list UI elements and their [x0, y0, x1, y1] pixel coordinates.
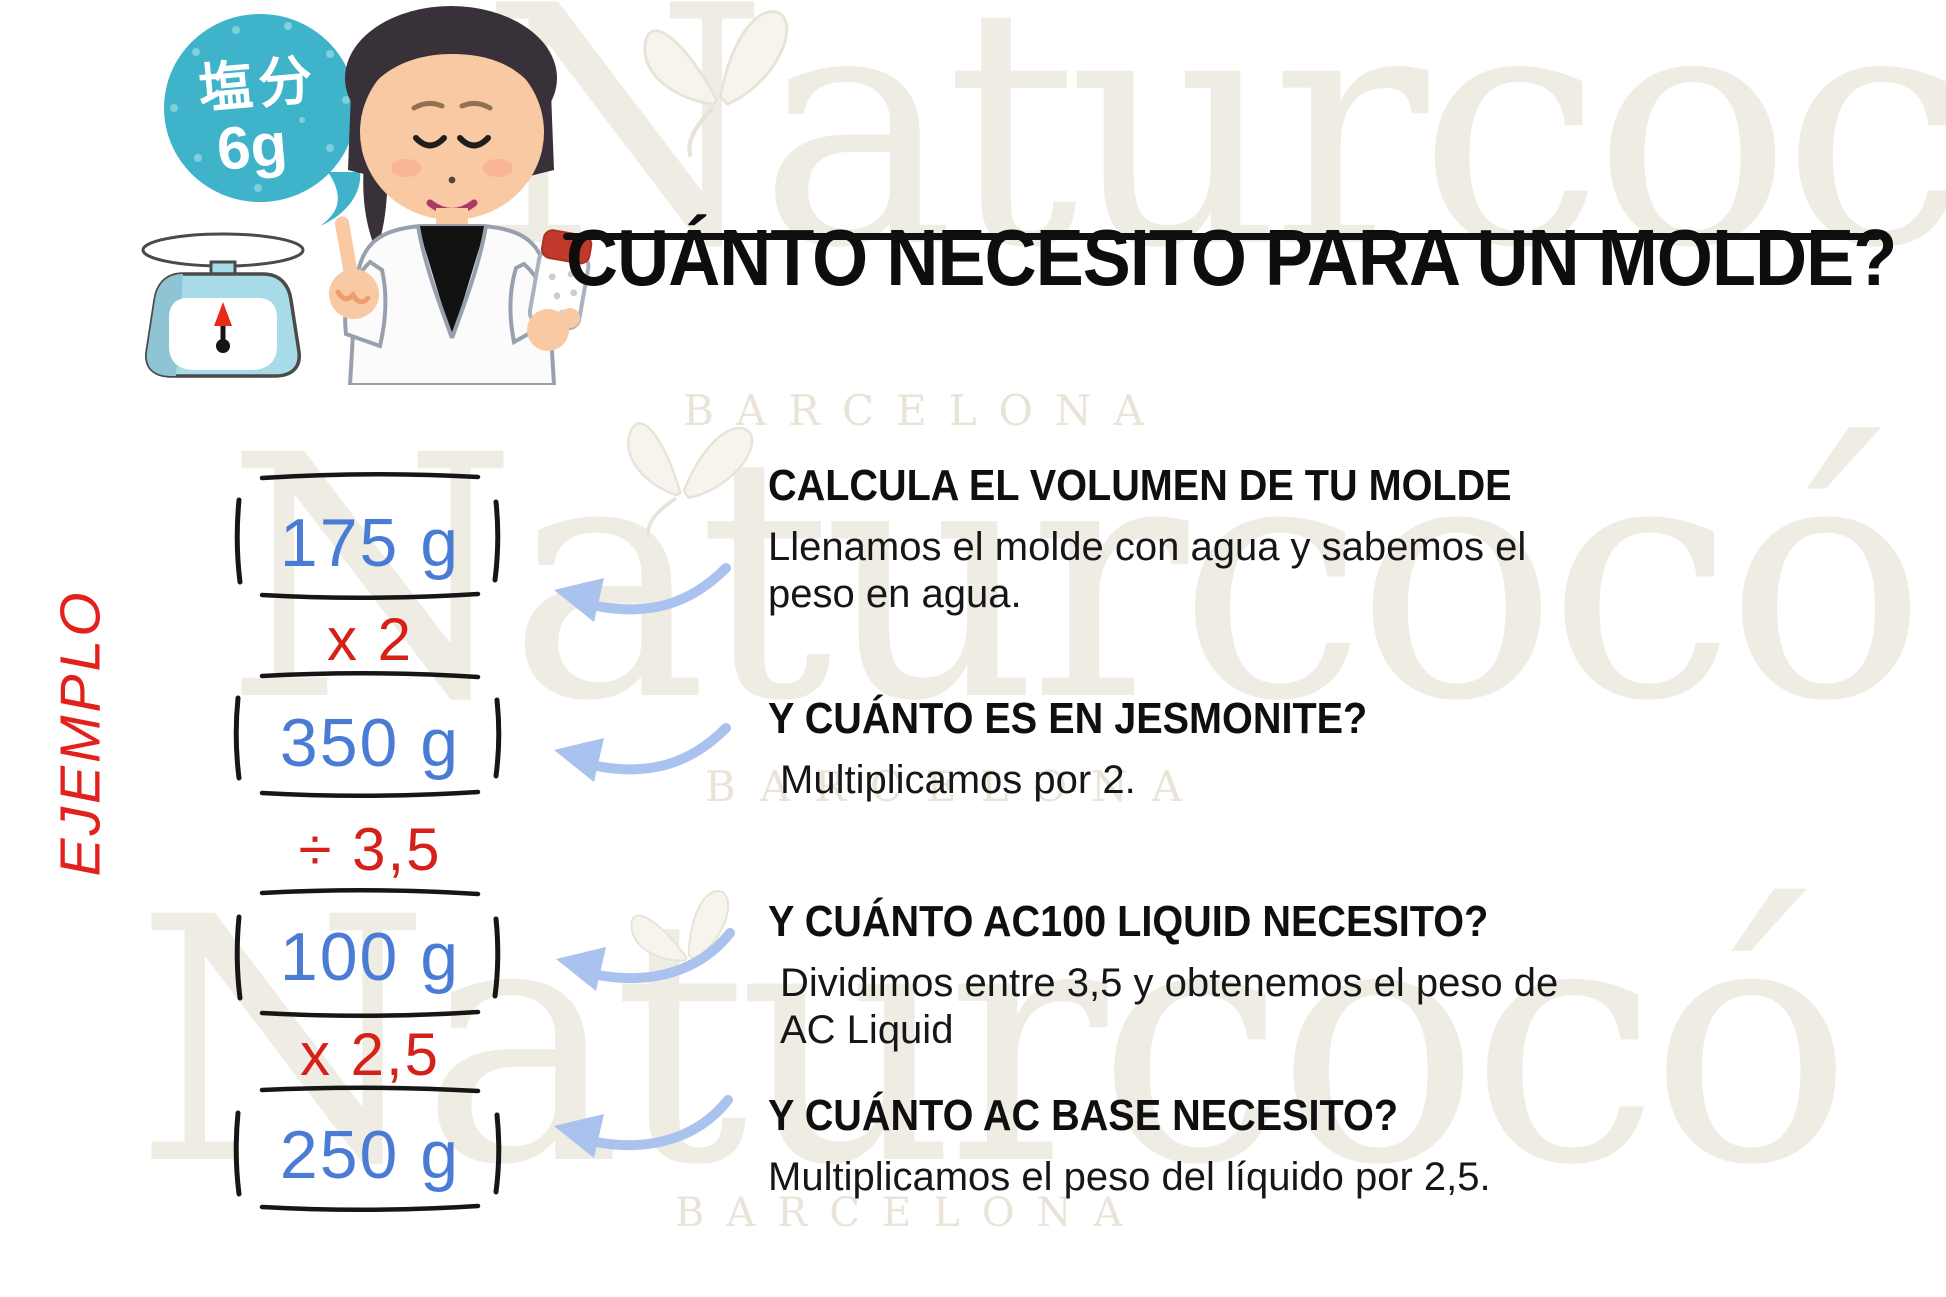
watermark-subtitle-middle: BARCELONA [705, 762, 1207, 811]
calc-operator-x25: x 2,5 [299, 1021, 441, 1088]
kitchen-scale-icon [141, 232, 305, 378]
calculation-box-strokes [233, 471, 502, 1213]
calc-operator-div35: ÷ 3,5 [298, 816, 442, 883]
arrow-to-liquid-weight-icon [556, 928, 735, 991]
speech-bubble-icon [164, 14, 361, 226]
step-heading: CALCULA EL VOLUMEN DE TU MOLDE [768, 461, 1512, 510]
butterfly-icon [627, 422, 754, 536]
step-body: Multiplicamos por 2. [780, 758, 1136, 802]
watermark-subtitle-top: BARCELONA [683, 386, 1167, 435]
speech-bubble-line2: 6g [214, 110, 290, 183]
step-ac-base: Y CUÁNTO AC BASE NECESITO? Multiplicamos… [768, 1091, 1748, 1201]
calc-value-base: 250 g [279, 1117, 461, 1193]
example-side-label: EJEMPLO [48, 589, 113, 877]
title-underline [563, 233, 1881, 240]
step-heading: Y CUÁNTO AC BASE NECESITO? [768, 1091, 1399, 1140]
calc-value-liquid: 100 g [279, 919, 461, 995]
step-body: Llenamos el molde con agua y sabemos el … [768, 525, 1527, 616]
step-body: Multiplicamos el peso del líquido por 2,… [768, 1155, 1491, 1199]
presenter-illustration [164, 6, 593, 385]
page-title: CUÁNTO NECESITO PARA UN MOLDE? [566, 212, 1897, 302]
butterfly-icon [630, 890, 730, 962]
watermark-brand-middle: Naturcocó [225, 385, 1927, 775]
arrow-to-water-weight-icon [554, 563, 731, 622]
watermark-brand-top: Naturcocó [480, 0, 1946, 320]
step-jesmonite: Y CUÁNTO ES EN JESMONITE? Multiplicamos … [768, 694, 1680, 804]
arrow-to-base-weight-icon [554, 1095, 733, 1158]
step-ac100-liquid: Y CUÁNTO AC100 LIQUID NECESITO? Dividimo… [768, 897, 1580, 1054]
step-heading: Y CUÁNTO AC100 LIQUID NECESITO? [768, 897, 1489, 946]
watermark-brand-bottom: Naturcocó [135, 845, 1853, 1239]
watermark-subtitle-bottom: BARCELONA [675, 1190, 1145, 1236]
calc-operator-x2: x 2 [326, 606, 414, 673]
calc-value-jesmonite: 350 g [279, 705, 461, 781]
step-heading: Y CUÁNTO ES EN JESMONITE? [768, 694, 1368, 743]
step-body: Dividimos entre 3,5 y obtenemos el peso … [780, 961, 1559, 1052]
calc-value-water: 175 g [279, 505, 461, 581]
step-volume: CALCULA EL VOLUMEN DE TU MOLDE Llenamos … [768, 461, 1594, 618]
arrow-to-jesmonite-weight-icon [554, 723, 731, 782]
butterfly-icon [643, 10, 789, 158]
